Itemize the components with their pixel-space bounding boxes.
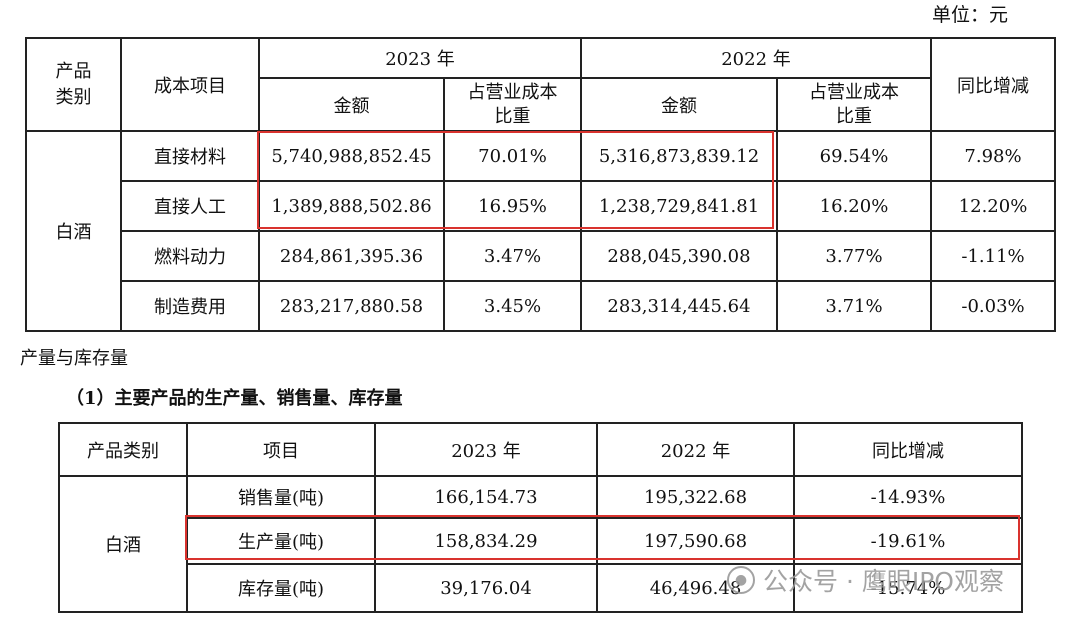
header-category: 产品类别 [58,422,188,477]
ratio-2022: 16.20% [776,180,932,232]
production-table: 产品类别 项目 2023 年 2022 年 同比增减 白酒 销售量(吨) 166… [58,422,1023,613]
watermark: ● 公众号 · 鹰眼IPO观察 [727,562,1004,598]
ratio-2023: 70.01% [443,130,582,182]
yoy-change: -0.03% [930,280,1056,332]
value-2023: 166,154.73 [374,475,598,519]
ratio-2022: 3.77% [776,230,932,282]
yoy-change: -1.11% [930,230,1056,282]
cost-item: 直接材料 [120,130,260,182]
amount-2022: 1,238,729,841.81 [580,180,778,232]
value-2022: 195,322.68 [596,475,795,519]
ratio-2022: 69.54% [776,130,932,182]
value-2023: 39,176.04 [374,563,598,613]
header-cost-item: 成本项目 [120,37,260,132]
header-amount-2022: 金额 [580,77,778,132]
section-title: 产量与库存量 [20,348,128,369]
ratio-2022: 3.71% [776,280,932,332]
header-yoy: 同比增减 [930,37,1056,132]
amount-2023: 284,861,395.36 [258,230,445,282]
item: 生产量(吨) [186,517,376,565]
cost-item: 直接人工 [120,180,260,232]
amount-2023: 283,217,880.58 [258,280,445,332]
header-year-2023: 2023 年 [258,37,582,79]
amount-2023: 5,740,988,852.45 [258,130,445,182]
header-ratio-2022: 占营业成本比重 [776,77,932,132]
ratio-2023: 3.45% [443,280,582,332]
value-2022: 46,496.48 [596,563,795,613]
yoy-change: 7.98% [930,130,1056,182]
header-amount-2023: 金额 [258,77,445,132]
header-year-2022: 2022 年 [596,422,795,477]
header-year-2023: 2023 年 [374,422,598,477]
amount-2022: 288,045,390.08 [580,230,778,282]
cost-table: 产品类别 成本项目 2023 年 2022 年 同比增减 金额 占营业成本比重 … [25,37,1056,332]
cost-item: 燃料动力 [120,230,260,282]
table-row: 库存量(吨) 39,176.04 46,496.48 -15.74% [59,563,1023,613]
amount-2022: 283,314,445.64 [580,280,778,332]
value-2022: 197,590.68 [596,517,795,565]
yoy-change: -14.93% [793,475,1023,519]
unit-label: 单位：元 [932,4,1009,26]
table-row: 制造费用 283,217,880.58 3.45% 283,314,445.64… [26,280,1056,332]
table-row: 燃料动力 284,861,395.36 3.47% 288,045,390.08… [26,230,1056,282]
header-yoy: 同比增减 [793,422,1023,477]
category-cell: 白酒 [58,475,188,613]
table-row: 生产量(吨) 158,834.29 197,590.68 -19.61% [59,517,1023,565]
yoy-change: 12.20% [930,180,1056,232]
ratio-2023: 3.47% [443,230,582,282]
table-row: 白酒 销售量(吨) 166,154.73 195,322.68 -14.93% [58,475,1023,613]
item: 销售量(吨) [186,475,376,519]
yoy-change: -15.74% [793,563,1023,613]
amount-2023: 1,389,888,502.86 [258,180,445,232]
table-row: 直接人工 1,389,888,502.86 16.95% 1,238,729,8… [26,180,1056,232]
yoy-change: -19.61% [793,517,1023,565]
subsection-title: （1）主要产品的生产量、销售量、库存量 [66,388,403,409]
table-row: 白酒 直接材料 5,740,988,852.45 70.01% 5,316,87… [25,130,1056,332]
cost-item: 制造费用 [120,280,260,332]
header-item: 项目 [186,422,376,477]
category-cell: 白酒 [25,130,122,332]
header-ratio-2023: 占营业成本比重 [443,77,582,132]
amount-2022: 5,316,873,839.12 [580,130,778,182]
ratio-2023: 16.95% [443,180,582,232]
item: 库存量(吨) [186,563,376,613]
header-category: 产品类别 [25,37,122,132]
header-year-2022: 2022 年 [580,37,932,79]
value-2023: 158,834.29 [374,517,598,565]
watermark-text: 公众号 · 鹰眼IPO观察 [763,567,1004,596]
wechat-icon: ● [727,566,755,594]
